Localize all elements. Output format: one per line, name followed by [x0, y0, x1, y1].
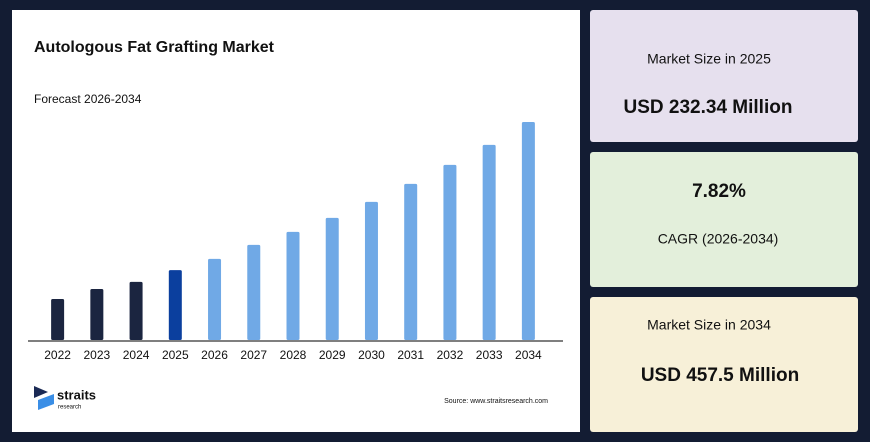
- bar: [482, 144, 496, 340]
- logo-name: straits: [57, 387, 96, 402]
- card: [590, 152, 858, 287]
- bar: [90, 288, 104, 340]
- card-value: USD 457.5 Million: [641, 365, 799, 386]
- x-tick-label: 2022: [44, 348, 71, 362]
- bar: [247, 244, 261, 340]
- bar: [208, 258, 222, 340]
- x-tick-label: 2031: [397, 348, 424, 362]
- card: [590, 297, 858, 432]
- source: Source: www.straitsresearch.com: [444, 398, 548, 405]
- logo-tagline: research: [58, 405, 81, 411]
- x-tick-label: 2033: [476, 348, 503, 362]
- bar: [325, 217, 339, 340]
- logo-icon: [34, 386, 48, 398]
- card: [590, 10, 858, 142]
- logo-icon: [38, 394, 54, 410]
- card-label: CAGR (2026-2034): [658, 231, 779, 247]
- bar: [168, 270, 182, 340]
- chart-title: Autologous Fat Grafting Market: [34, 39, 275, 56]
- card-value: USD 232.34 Million: [624, 97, 793, 118]
- card-label: Market Size in 2034: [647, 317, 771, 333]
- bar: [521, 122, 535, 340]
- logo: straits research: [34, 386, 96, 411]
- bar: [129, 281, 143, 340]
- x-tick-label: 2024: [123, 348, 150, 362]
- chart-subtitle: Forecast 2026-2034: [34, 92, 142, 106]
- x-tick-label: 2034: [515, 348, 542, 362]
- bar: [404, 183, 418, 340]
- x-tick-label: 2032: [437, 348, 464, 362]
- x-tick-label: 2029: [319, 348, 346, 362]
- card-value: 7.82%: [692, 181, 746, 202]
- x-tick-label: 2030: [358, 348, 385, 362]
- bar: [364, 201, 378, 340]
- x-tick-label: 2028: [280, 348, 307, 362]
- x-tick-label: 2026: [201, 348, 228, 362]
- x-tick-label: 2025: [162, 348, 189, 362]
- card-label: Market Size in 2025: [647, 51, 771, 67]
- x-tick-label: 2027: [240, 348, 267, 362]
- bar: [443, 164, 457, 340]
- bar: [286, 231, 300, 340]
- bar: [51, 298, 65, 340]
- x-tick-label: 2023: [83, 348, 110, 362]
